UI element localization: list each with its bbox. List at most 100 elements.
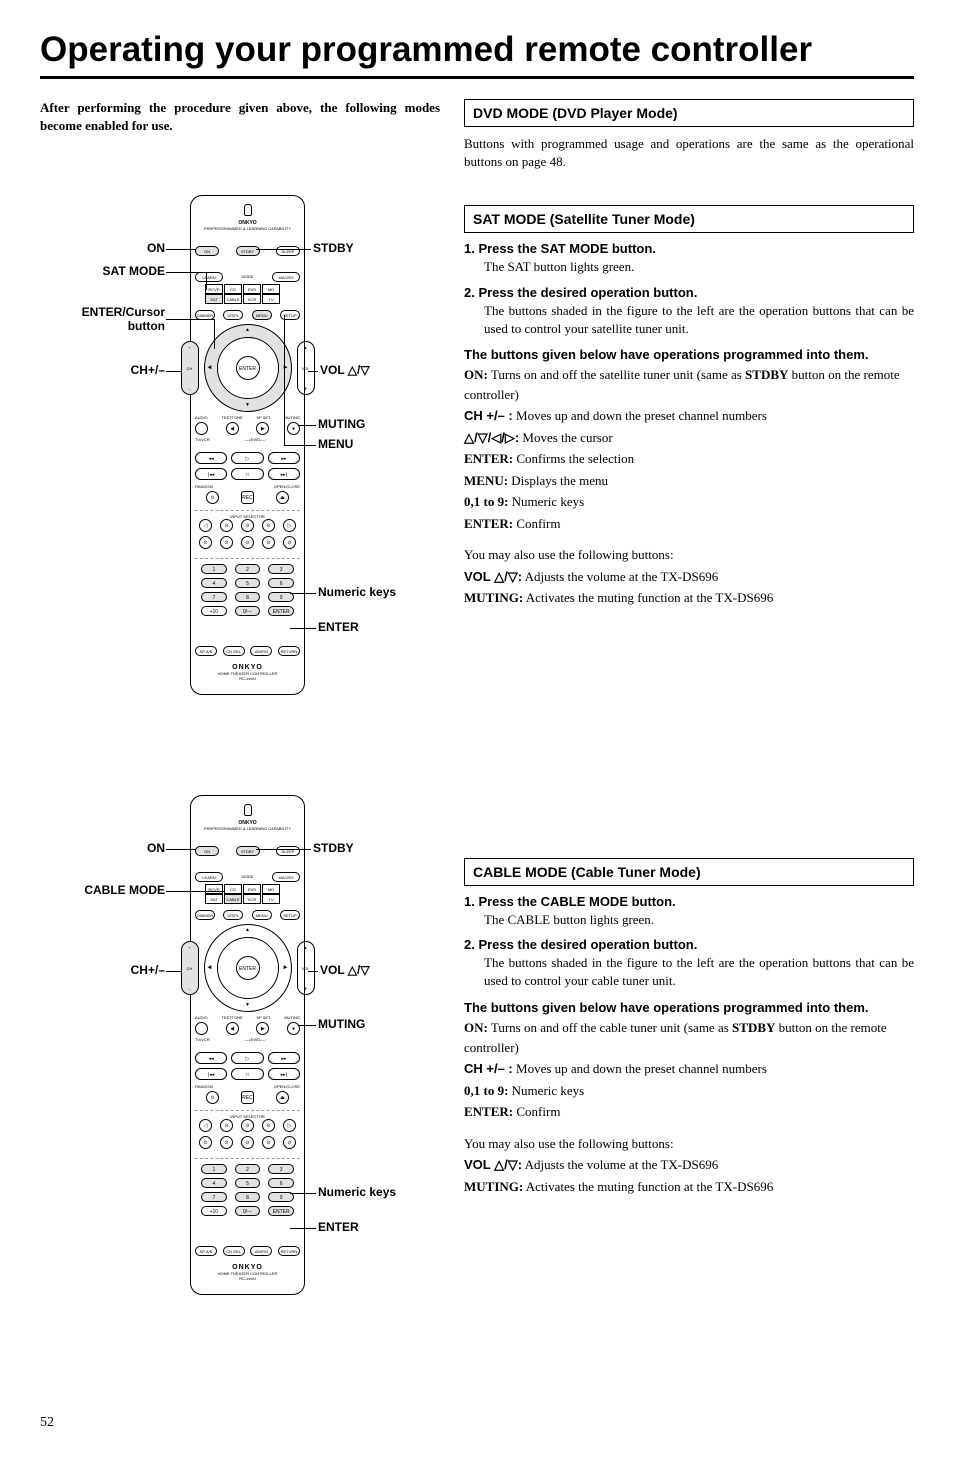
label-spset: SP SET bbox=[256, 1015, 270, 1020]
dvd-mode-body: Buttons with programmed usage and operat… bbox=[464, 135, 914, 171]
num-enter: ENTER bbox=[268, 1206, 294, 1216]
divider bbox=[195, 1110, 300, 1111]
label-test: TESTTONE bbox=[221, 415, 242, 420]
mode-vcr: VCR bbox=[243, 894, 261, 904]
callout-stdby: STDBY bbox=[313, 241, 354, 255]
rec-button: REC bbox=[241, 1091, 254, 1104]
sleep-button: SLEEP bbox=[276, 846, 300, 856]
cable-mode-header: CABLE MODE (Cable Tuner Mode) bbox=[464, 858, 914, 886]
num-plus10: +10 bbox=[201, 1206, 227, 1216]
page-number: 52 bbox=[40, 1415, 914, 1431]
sub-button-3: MENU bbox=[252, 310, 272, 320]
bottom-2: CH SEL bbox=[223, 646, 245, 656]
learn-button: LEARN bbox=[195, 872, 223, 882]
label-audio: AUDIO bbox=[195, 415, 208, 420]
callout-line bbox=[166, 371, 182, 372]
enter-center-button: ENTER bbox=[236, 956, 260, 980]
callout-line bbox=[166, 971, 182, 972]
learn-button: LEARN bbox=[195, 272, 223, 282]
num-1: 1 bbox=[201, 564, 227, 574]
sub-button-2: DISPL bbox=[223, 910, 243, 920]
on-button: ON bbox=[195, 246, 219, 256]
num-0: 0/--- bbox=[235, 606, 261, 616]
sel-3: ⊙ bbox=[262, 1119, 275, 1132]
callout-stdby: STDBY bbox=[313, 841, 354, 855]
transport-play-icon: ▷ bbox=[231, 1052, 263, 1064]
num-3: 3 bbox=[268, 564, 294, 574]
sat-sub-header: The buttons given below have operations … bbox=[464, 346, 914, 364]
arrow-up-icon: ▲ bbox=[245, 928, 250, 933]
label-muting: MUTING bbox=[284, 415, 300, 420]
rec-button: REC bbox=[241, 491, 254, 504]
label-spset: SP SET bbox=[256, 415, 270, 420]
bottom-3: AM/FM bbox=[250, 1246, 272, 1256]
transport-prev-icon: |◂◂ bbox=[195, 468, 227, 480]
macro-button: MACRO bbox=[272, 272, 300, 282]
num-enter: ENTER bbox=[268, 606, 294, 616]
sel-4: ⊙ bbox=[199, 536, 212, 549]
subtitle-label: PREPROGRAMMED & LEARNING CAPABILITY bbox=[195, 826, 300, 831]
num-8: 8 bbox=[235, 1192, 261, 1202]
sat-on-def: ON: Turns on and off the satellite tuner… bbox=[464, 365, 914, 404]
sel-8: ⊙ bbox=[283, 1136, 296, 1149]
arrow-left-icon: ◀ bbox=[208, 966, 212, 971]
callout-line bbox=[284, 315, 285, 446]
num-7: 7 bbox=[201, 592, 227, 602]
remote-diagram-sat: ONKYO PREPROGRAMMED & LEARNING CAPABILIT… bbox=[40, 185, 440, 725]
mode-cable: CABLE bbox=[224, 294, 242, 304]
bottom-4: RETURN bbox=[278, 646, 300, 656]
callout-cable-mode: CABLE MODE bbox=[40, 883, 165, 897]
sub-button-3: MENU bbox=[252, 910, 272, 920]
sat-cursor-def: △/▽/◁/▷: Moves the cursor bbox=[464, 428, 914, 448]
cable-on-def: ON: Turns on and off the cable tuner uni… bbox=[464, 1018, 914, 1057]
sel-1: ⊙ bbox=[220, 1119, 233, 1132]
cable-mute-def: MUTING: Activates the muting function at… bbox=[464, 1177, 914, 1197]
cable-vol-def: VOL △/▽: Adjusts the volume at the TX-DS… bbox=[464, 1155, 914, 1175]
brand-bottom: ONKYO bbox=[195, 664, 300, 671]
sel-prev: ◁ bbox=[199, 1119, 212, 1132]
num-3: 3 bbox=[268, 1164, 294, 1174]
sat-mute-def: MUTING: Activates the muting function at… bbox=[464, 588, 914, 608]
random-label: RANDOM bbox=[195, 1084, 213, 1089]
cursor-pad: ▲ ▼ ◀ ▶ ENTER + CH – ▲ VOL bbox=[204, 324, 292, 412]
mode-tv: TV bbox=[262, 294, 280, 304]
callout-vol: VOL △/▽ bbox=[320, 363, 370, 377]
transport-next-icon: ▸▸| bbox=[268, 468, 300, 480]
ch-pill: + CH – bbox=[181, 941, 199, 995]
callout-line bbox=[290, 1228, 316, 1229]
sat-enter1-def: ENTER: Confirms the selection bbox=[464, 449, 914, 469]
bottom-1: SP A/B bbox=[195, 1246, 217, 1256]
mode-dvd: DVD bbox=[243, 284, 261, 294]
callout-vol: VOL △/▽ bbox=[320, 963, 370, 977]
sel-next: ▷ bbox=[283, 1119, 296, 1132]
cable-sub-header: The buttons given below have operations … bbox=[464, 999, 914, 1017]
macro-button: MACRO bbox=[272, 872, 300, 882]
transport-prev-icon: |◂◂ bbox=[195, 1068, 227, 1080]
sat-mode-header: SAT MODE (Satellite Tuner Mode) bbox=[464, 205, 914, 233]
open-close-label: OPEN/CLOSE bbox=[274, 484, 300, 489]
mode-vcr: VCR bbox=[243, 294, 261, 304]
transport-rew-icon: ◂◂ bbox=[195, 1052, 227, 1064]
cable-step2: 2. Press the desired operation button. bbox=[464, 937, 914, 952]
callout-enter-cursor: ENTER/Cursorbutton bbox=[40, 305, 165, 333]
sel-7: ⊙ bbox=[262, 536, 275, 549]
mode-label: MODE bbox=[242, 272, 254, 282]
sel-2: ⊙ bbox=[241, 1119, 254, 1132]
mode-sat: SAT bbox=[205, 294, 223, 304]
ir-window-icon bbox=[244, 804, 252, 816]
remote-diagram-cable: ONKYO PREPROGRAMMED & LEARNING CAPABILIT… bbox=[40, 785, 440, 1325]
sel-4: ⊙ bbox=[199, 1136, 212, 1149]
cable-also: You may also use the following buttons: bbox=[464, 1134, 914, 1154]
arrow-down-icon: ▼ bbox=[245, 1003, 250, 1008]
callout-line bbox=[290, 628, 316, 629]
sel-1: ⊙ bbox=[220, 519, 233, 532]
callout-line bbox=[290, 593, 316, 594]
sel-5: ⊙ bbox=[220, 1136, 233, 1149]
callout-ch: CH+/– bbox=[40, 363, 165, 377]
random-button: ⊙ bbox=[206, 1091, 219, 1104]
sub-button-1: DIMMER bbox=[195, 910, 215, 920]
mode-sat: SAT bbox=[205, 894, 223, 904]
sleep-button: SLEEP bbox=[276, 246, 300, 256]
cable-step1: 1. Press the CABLE MODE button. bbox=[464, 894, 914, 909]
num-2: 2 bbox=[235, 1164, 261, 1174]
